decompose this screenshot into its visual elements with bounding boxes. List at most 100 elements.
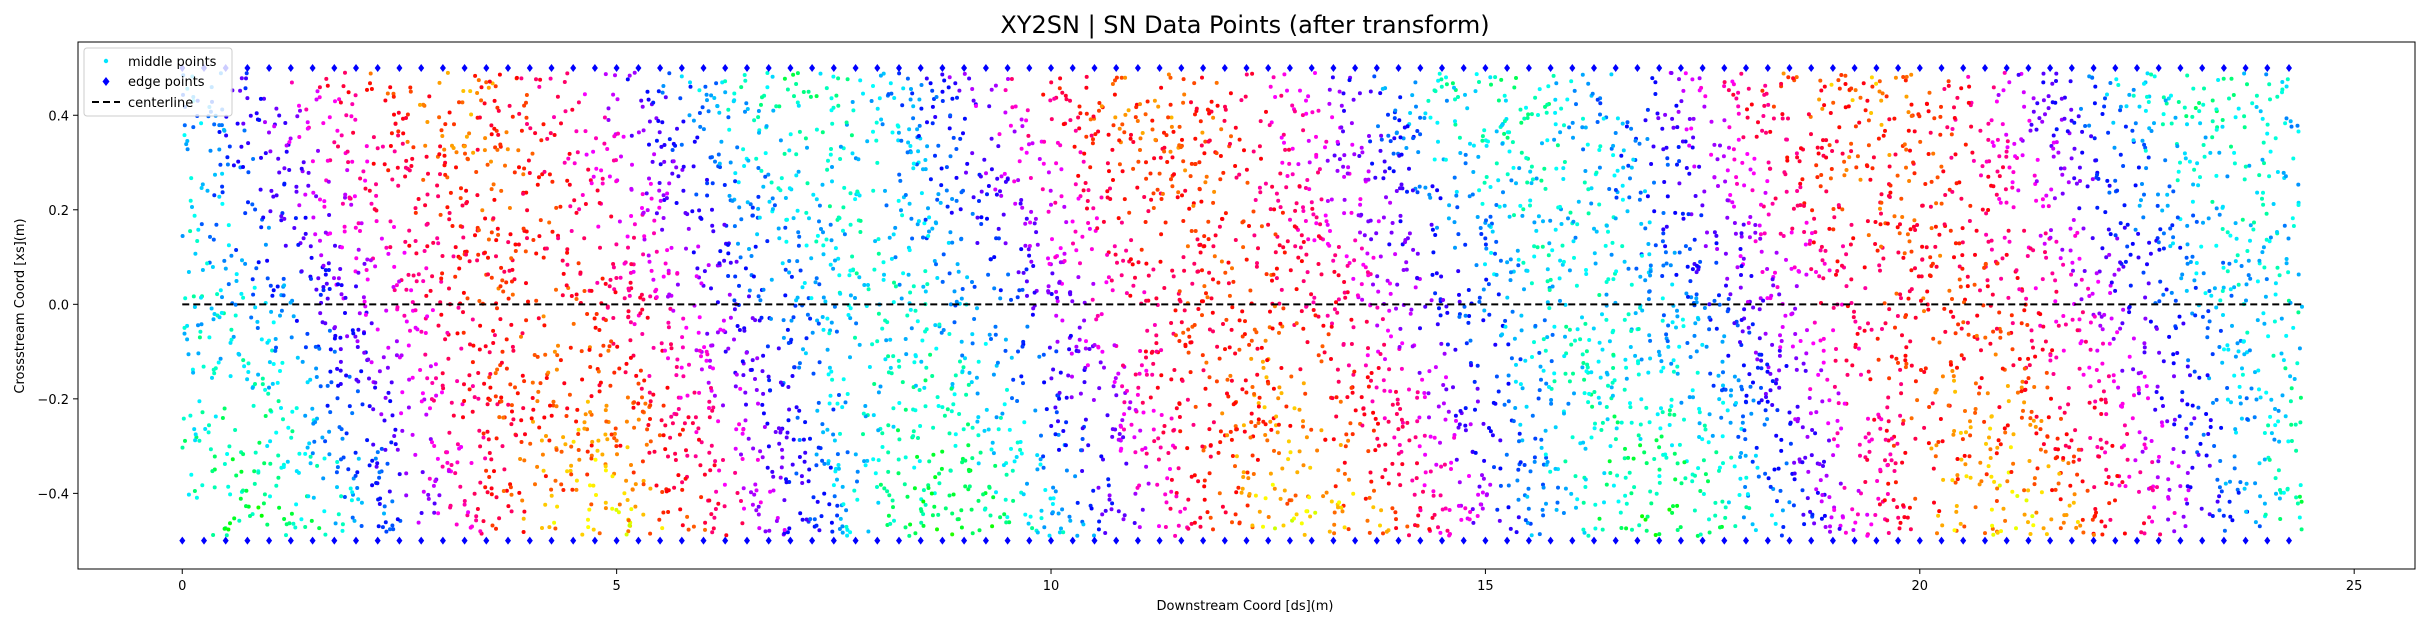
middle-point [355, 345, 360, 349]
middle-point [892, 280, 896, 285]
middle-point [959, 508, 964, 513]
middle-point [1582, 180, 1587, 185]
middle-point [1202, 151, 1207, 156]
middle-point [298, 108, 302, 113]
middle-point [970, 456, 975, 461]
middle-point [1664, 224, 1669, 229]
middle-point [586, 517, 590, 522]
middle-point [506, 402, 511, 407]
middle-point [420, 391, 425, 396]
middle-point [533, 482, 537, 487]
middle-point [694, 348, 699, 353]
middle-point [2234, 430, 2238, 435]
middle-point [1564, 324, 1569, 329]
middle-point [832, 438, 837, 443]
middle-point [303, 451, 308, 456]
middle-point [765, 71, 770, 75]
middle-point [1298, 367, 1303, 372]
middle-point [848, 530, 853, 535]
middle-point [1810, 208, 1815, 213]
middle-point [1880, 91, 1885, 96]
middle-point [400, 141, 405, 146]
middle-point [1619, 153, 1624, 158]
middle-point [923, 158, 928, 162]
middle-point [1995, 445, 2000, 450]
middle-point [971, 195, 976, 200]
middle-point [1544, 501, 1548, 506]
middle-point [2152, 505, 2157, 510]
middle-point [814, 239, 819, 244]
middle-point [2029, 328, 2034, 333]
middle-point [183, 438, 187, 443]
middle-point [770, 74, 775, 79]
middle-point [950, 197, 955, 201]
middle-point [481, 431, 486, 436]
middle-point [1987, 435, 1991, 440]
middle-point [2061, 348, 2066, 353]
middle-point [1463, 152, 1468, 157]
middle-point [1915, 398, 1920, 403]
middle-point [817, 528, 822, 533]
middle-point [2093, 507, 2098, 511]
middle-point [565, 250, 570, 255]
middle-point [2040, 347, 2045, 352]
middle-point [627, 73, 632, 78]
middle-point [1940, 439, 1945, 444]
middle-point [1720, 499, 1725, 504]
middle-point [2184, 426, 2189, 431]
middle-points-layer [180, 70, 2304, 538]
middle-point [1326, 332, 1331, 337]
middle-point [1689, 295, 1694, 300]
middle-point [427, 476, 432, 481]
middle-point [574, 210, 579, 215]
middle-point [2185, 501, 2190, 506]
middle-point [990, 524, 995, 529]
middle-point [1201, 368, 1206, 373]
middle-point [1778, 488, 1783, 493]
middle-point [1445, 310, 1450, 315]
middle-point [1784, 189, 1789, 194]
middle-point [1597, 165, 1602, 170]
middle-point [831, 74, 836, 79]
middle-point [1214, 379, 1219, 384]
middle-point [283, 243, 288, 248]
middle-point [1029, 209, 1034, 214]
middle-point [1240, 486, 1245, 491]
middle-point [1713, 500, 1718, 505]
middle-point [1915, 223, 1920, 227]
middle-point [812, 517, 817, 522]
middle-point [1295, 470, 1300, 475]
middle-point [1168, 506, 1173, 511]
middle-point [1701, 492, 1706, 496]
middle-point [1241, 475, 1246, 479]
middle-point [1647, 252, 1652, 257]
middle-point [308, 244, 313, 249]
middle-point [631, 405, 636, 410]
middle-point [1546, 253, 1551, 258]
middle-point [2106, 130, 2111, 135]
middle-point [510, 409, 514, 414]
middle-point [1738, 247, 1743, 251]
middle-point [1006, 272, 1011, 277]
middle-point [1587, 338, 1592, 342]
middle-point [2067, 503, 2072, 508]
middle-point [1446, 216, 1451, 221]
middle-point [2132, 393, 2136, 398]
middle-point [268, 461, 273, 466]
middle-point [1942, 306, 1947, 311]
middle-point [1117, 432, 1122, 436]
middle-point [1494, 272, 1499, 277]
middle-point [2057, 405, 2062, 410]
middle-point [360, 402, 365, 407]
middle-point [1745, 107, 1749, 112]
middle-point [535, 399, 540, 404]
middle-point [304, 107, 309, 112]
middle-point [484, 80, 489, 85]
middle-point [1346, 363, 1351, 368]
middle-point [1714, 260, 1719, 265]
middle-point [911, 284, 916, 289]
middle-point [1672, 451, 1677, 456]
middle-point [1933, 224, 1938, 229]
middle-point [2250, 101, 2255, 106]
middle-point [1215, 344, 1220, 349]
